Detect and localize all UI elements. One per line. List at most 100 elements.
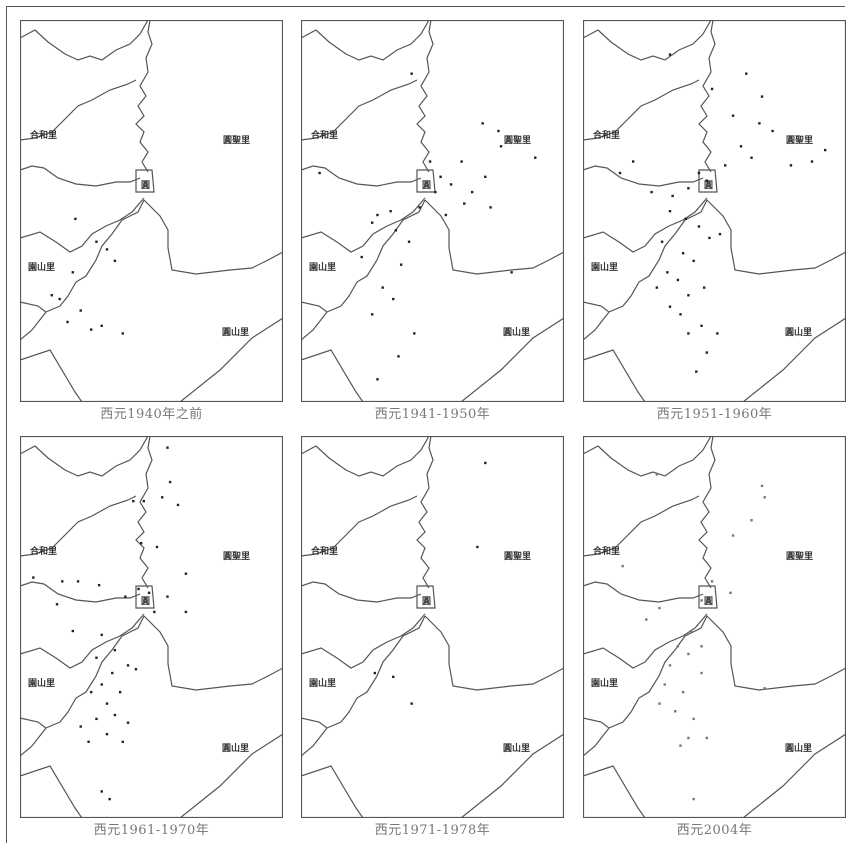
- site-dot: [126, 664, 130, 667]
- site-dot: [763, 496, 766, 499]
- boundary-line: [424, 615, 564, 691]
- boundary-line: [698, 20, 716, 173]
- boundary-line: [20, 765, 83, 818]
- map-panel-4: 合和里 圓聖里 園山里 圓山里 圓: [20, 436, 283, 818]
- district-label-west-south: 園山里: [591, 261, 618, 273]
- site-dot: [147, 591, 151, 595]
- site-dot: [105, 702, 109, 705]
- boundary-line: [143, 615, 283, 691]
- boundary-line: [301, 165, 422, 187]
- site-dot: [449, 183, 453, 186]
- site-dot: [692, 797, 695, 801]
- boundary-line: [460, 317, 564, 402]
- site-dot: [184, 610, 188, 614]
- district-label-east-south: 圓山里: [222, 742, 249, 754]
- site-dot: [658, 702, 661, 705]
- site-dot: [434, 190, 437, 194]
- site-dot: [392, 675, 395, 679]
- boundary-line: [45, 615, 145, 729]
- map-panel-5: 合和里 圓聖里 園山里 圓山里 圓: [301, 436, 564, 818]
- site-dot: [700, 671, 703, 675]
- site-dot: [392, 297, 395, 301]
- site-dot: [710, 580, 714, 583]
- site-dot: [658, 606, 661, 610]
- site-dot: [823, 148, 827, 152]
- boundary-line: [135, 169, 155, 193]
- site-dot: [79, 309, 82, 312]
- site-dot: [645, 618, 648, 621]
- panel-caption: 西元1951-1960年: [656, 407, 773, 422]
- boundary-line: [416, 585, 436, 609]
- panel-caption: 西元1961-1970年: [93, 823, 210, 838]
- boundary-line: [135, 20, 153, 173]
- site-dot: [692, 717, 695, 721]
- boundary-line: [706, 199, 846, 275]
- site-dot: [132, 499, 135, 503]
- boundary-line: [698, 436, 716, 589]
- map-border: [583, 20, 846, 402]
- site-dot: [55, 603, 59, 606]
- site-dot: [484, 175, 487, 179]
- boundary-line: [583, 311, 610, 341]
- site-dot: [731, 534, 735, 537]
- site-dot: [71, 629, 74, 633]
- site-dot: [76, 580, 80, 583]
- panel-caption: 西元1940年之前: [100, 407, 203, 422]
- boundary-line: [583, 765, 646, 818]
- district-label-east-south: 圓山里: [503, 326, 530, 338]
- site-dot: [687, 294, 690, 297]
- site-dot: [716, 332, 719, 335]
- site-dot: [695, 370, 698, 373]
- boundary-line: [608, 199, 708, 313]
- boundary-line: [326, 199, 426, 313]
- site-dot: [444, 213, 448, 217]
- site-dot: [71, 271, 74, 274]
- district-label-west-south: 園山里: [309, 261, 336, 273]
- site-dot: [739, 145, 743, 148]
- site-dot: [510, 271, 513, 274]
- site-dot: [650, 190, 653, 194]
- boundary-line: [583, 495, 700, 557]
- site-dot: [710, 87, 714, 91]
- district-label-west-south: 園山里: [28, 677, 55, 689]
- site-dot: [61, 580, 64, 583]
- site-dot: [708, 236, 711, 240]
- site-dot: [697, 225, 701, 228]
- site-dot: [397, 355, 400, 358]
- site-dot: [111, 671, 114, 675]
- site-dot: [668, 664, 672, 667]
- map-panel-2: 合和里 圓聖里 園山里 圓山里 圓: [301, 20, 564, 402]
- boundary-line: [301, 349, 364, 402]
- boundary-line: [20, 613, 145, 669]
- district-label-east-north: 圓聖里: [504, 135, 531, 146]
- district-label-west-north: 合和里: [30, 129, 57, 141]
- site-dot: [684, 217, 687, 221]
- site-dot: [399, 263, 403, 266]
- boundary-line: [698, 169, 718, 193]
- site-dot: [161, 496, 164, 499]
- site-dot: [113, 713, 117, 717]
- district-label-west-south: 園山里: [28, 261, 55, 273]
- site-dot: [118, 690, 122, 694]
- site-dot: [113, 648, 117, 652]
- boundary-line: [583, 197, 708, 253]
- site-dot: [687, 187, 690, 190]
- site-dot: [676, 645, 680, 648]
- site-dot: [470, 190, 474, 194]
- site-dot: [32, 576, 35, 579]
- site-dot: [745, 72, 748, 75]
- district-label-east-north: 圓聖里: [223, 135, 250, 146]
- boundary-line: [583, 717, 610, 729]
- site-dot: [481, 122, 484, 125]
- boundary-line: [301, 581, 422, 603]
- site-dot: [621, 564, 624, 568]
- site-dot: [100, 633, 103, 637]
- boundary-line: [20, 717, 47, 729]
- district-label-east-south: 圓山里: [785, 326, 812, 338]
- site-dot: [668, 53, 672, 56]
- district-label-center: 圓: [141, 596, 150, 607]
- site-dot: [476, 545, 479, 549]
- site-dot: [660, 240, 664, 243]
